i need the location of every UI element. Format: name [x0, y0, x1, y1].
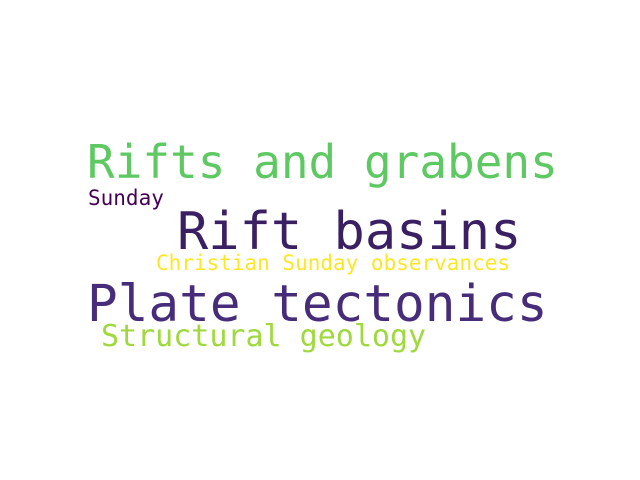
word-christian-sunday-observances: Christian Sunday observances: [156, 251, 511, 275]
word-rifts-and-grabens: Rifts and grabens: [87, 135, 558, 189]
word-plate-tectonics: Plate tectonics: [87, 275, 548, 334]
word-sunday: Sunday: [88, 186, 164, 210]
word-rift-basins: Rift basins: [177, 202, 522, 262]
word-structural-geology: Structural geology: [101, 319, 427, 354]
